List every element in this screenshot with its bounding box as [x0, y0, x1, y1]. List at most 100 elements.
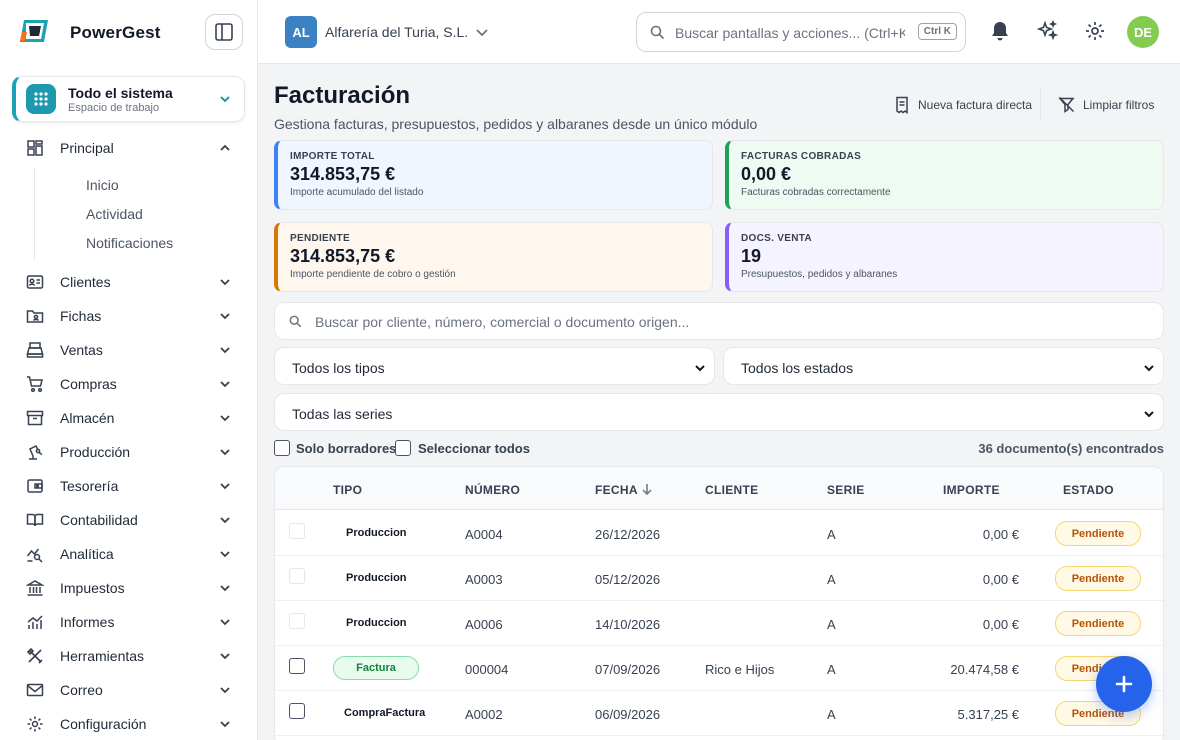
- stat-subtitle: Facturas cobradas correctamente: [741, 187, 891, 198]
- arrow-down-icon[interactable]: [641, 483, 653, 495]
- row-serie: A: [827, 527, 836, 542]
- sidebar-item-configuracion[interactable]: Configuración: [26, 711, 236, 737]
- folder-user-icon: [26, 310, 44, 323]
- status-select[interactable]: Todos los estados: [723, 347, 1164, 385]
- column-header-cliente[interactable]: CLIENTE: [705, 483, 759, 497]
- table-row[interactable]: CompraFactura A0002 06/09/2026 A 5.317,2…: [275, 691, 1163, 736]
- stat-value: 19: [741, 246, 762, 266]
- row-serie: A: [827, 662, 836, 677]
- search-icon: [289, 315, 302, 328]
- stat-label: FACTURAS COBRADAS: [741, 151, 862, 162]
- sidebar-item-clientes[interactable]: Clientes: [26, 269, 236, 295]
- stat-label: PENDIENTE: [290, 233, 350, 244]
- cash-register-icon: [26, 342, 44, 358]
- sidebar-item-label: Analítica: [60, 546, 114, 562]
- dashboard-icon: [27, 140, 43, 156]
- sidebar-subitem-notificaciones[interactable]: Notificaciones: [86, 235, 174, 251]
- result-count: 36 documento(s) encontrados: [978, 441, 1164, 456]
- table-row[interactable]: Produccion A0003 05/12/2026 A 0,00 € Pen…: [275, 556, 1163, 601]
- workspace-subtitle: Espacio de trabajo: [68, 101, 160, 114]
- sidebar-item-impuestos[interactable]: Impuestos: [26, 575, 236, 601]
- column-header-numero[interactable]: NÚMERO: [465, 483, 521, 497]
- company-name[interactable]: Alfarería del Turia, S.L.: [325, 24, 469, 40]
- stat-value: 0,00 €: [741, 164, 792, 184]
- row-checkbox[interactable]: [289, 523, 305, 539]
- sidebar-item-correo[interactable]: Correo: [26, 677, 236, 703]
- row-checkbox[interactable]: [289, 703, 305, 719]
- sidebar-item-label: Herramientas: [60, 648, 145, 664]
- mail-icon: [26, 683, 44, 697]
- clear-filters-button[interactable]: Limpiar filtros: [1058, 96, 1154, 113]
- add-document-button[interactable]: [1096, 656, 1152, 712]
- sidebar-item-produccion[interactable]: Producción: [26, 439, 236, 465]
- stat-card-docs-venta: DOCS. VENTA 19 Presupuestos, pedidos y a…: [725, 222, 1164, 292]
- sidebar-subitem-actividad[interactable]: Actividad: [86, 206, 143, 222]
- sidebar-item-label: Impuestos: [60, 580, 125, 596]
- sidebar-item-label: Ventas: [60, 342, 103, 358]
- user-avatar[interactable]: DE: [1127, 16, 1159, 48]
- page-subtitle: Gestiona facturas, presupuestos, pedidos…: [274, 116, 758, 132]
- receipt-icon: [896, 96, 908, 114]
- table-row[interactable]: Produccion A0006 14/10/2026 A 0,00 € Pen…: [275, 601, 1163, 646]
- sidebar-item-almacen[interactable]: Almacén: [26, 405, 236, 431]
- gear-icon[interactable]: [1084, 20, 1106, 42]
- sidebar-item-label: Almacén: [60, 410, 115, 426]
- sidebar-item-compras[interactable]: Compras: [26, 371, 236, 397]
- sidebar-item-ventas[interactable]: Ventas: [26, 337, 236, 363]
- bell-icon[interactable]: [990, 20, 1010, 42]
- grid-icon: [26, 84, 56, 114]
- filter-off-icon: [1058, 96, 1075, 113]
- sidebar-item-principal[interactable]: Principal: [26, 135, 236, 161]
- chevron-down-icon: [220, 483, 230, 490]
- column-header-importe[interactable]: IMPORTE: [943, 483, 1000, 497]
- book-open-icon: [26, 513, 44, 527]
- sidebar-item-fichas[interactable]: Fichas: [26, 303, 236, 329]
- select-all-checkbox[interactable]: [395, 440, 411, 456]
- collapse-sidebar-button[interactable]: [205, 14, 243, 50]
- table-row[interactable]: Produccion A0004 26/12/2026 A 0,00 € Pen…: [275, 511, 1163, 556]
- chevron-up-icon: [220, 144, 230, 151]
- drafts-only-checkbox[interactable]: [274, 440, 290, 456]
- workspace-selector[interactable]: Todo el sistema Espacio de trabajo: [12, 76, 245, 122]
- row-checkbox[interactable]: [289, 568, 305, 584]
- global-search-input[interactable]: Buscar pantallas y acciones... (Ctrl+K) …: [636, 12, 966, 52]
- plus-icon: [1115, 675, 1133, 693]
- sidebar-item-contabilidad[interactable]: Contabilidad: [26, 507, 236, 533]
- search-placeholder: Buscar pantallas y acciones... (Ctrl+K): [675, 25, 905, 41]
- sidebar-subitem-inicio[interactable]: Inicio: [86, 177, 119, 193]
- chevron-down-icon: [220, 313, 230, 320]
- gear-icon: [27, 716, 43, 732]
- row-checkbox[interactable]: [289, 613, 305, 629]
- search-placeholder: Buscar por cliente, número, comercial o …: [315, 314, 690, 330]
- sidebar-item-tesoreria[interactable]: Tesorería: [26, 473, 236, 499]
- submenu-line: [34, 168, 35, 260]
- page-title: Facturación: [274, 82, 411, 109]
- column-header-fecha[interactable]: FECHA: [595, 483, 638, 497]
- type-select[interactable]: Todos los tipos: [274, 347, 715, 385]
- sidebar-item-label: Principal: [60, 140, 114, 156]
- stat-label: IMPORTE TOTAL: [290, 151, 375, 162]
- column-header-serie[interactable]: SERIE: [827, 483, 865, 497]
- column-header-estado[interactable]: ESTADO: [1063, 483, 1114, 497]
- robot-arm-icon: [29, 444, 43, 460]
- row-checkbox[interactable]: [289, 658, 305, 674]
- company-avatar[interactable]: AL: [285, 16, 317, 48]
- row-importe: 5.317,25 €: [957, 707, 1019, 722]
- tools-icon: [26, 647, 43, 664]
- row-tipo: Produccion: [346, 527, 407, 539]
- select-value: Todas las series: [292, 406, 393, 422]
- divider: [1040, 88, 1041, 120]
- series-select[interactable]: Todas las series: [274, 393, 1164, 431]
- new-invoice-button[interactable]: Nueva factura directa: [894, 96, 1032, 114]
- document-search-input[interactable]: Buscar por cliente, número, comercial o …: [274, 302, 1164, 340]
- table-row[interactable]: Factura 000004 07/09/2026 Rico e Hijos A…: [275, 646, 1163, 691]
- brand: PowerGest: [18, 18, 161, 47]
- sidebar-item-herramientas[interactable]: Herramientas: [26, 643, 236, 669]
- sidebar-item-informes[interactable]: Informes: [26, 609, 236, 635]
- sparkles-icon[interactable]: [1037, 20, 1059, 42]
- column-header-tipo[interactable]: TIPO: [333, 483, 363, 497]
- sidebar-item-analitica[interactable]: Analítica: [26, 541, 236, 567]
- sidebar-item-label: Clientes: [60, 274, 111, 290]
- chart-search-icon: [26, 548, 43, 563]
- row-numero: 000004: [465, 662, 509, 677]
